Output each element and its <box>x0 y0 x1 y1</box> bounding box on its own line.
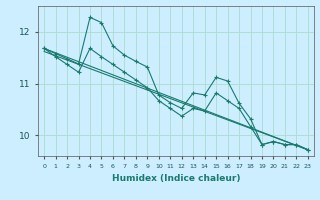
X-axis label: Humidex (Indice chaleur): Humidex (Indice chaleur) <box>112 174 240 183</box>
